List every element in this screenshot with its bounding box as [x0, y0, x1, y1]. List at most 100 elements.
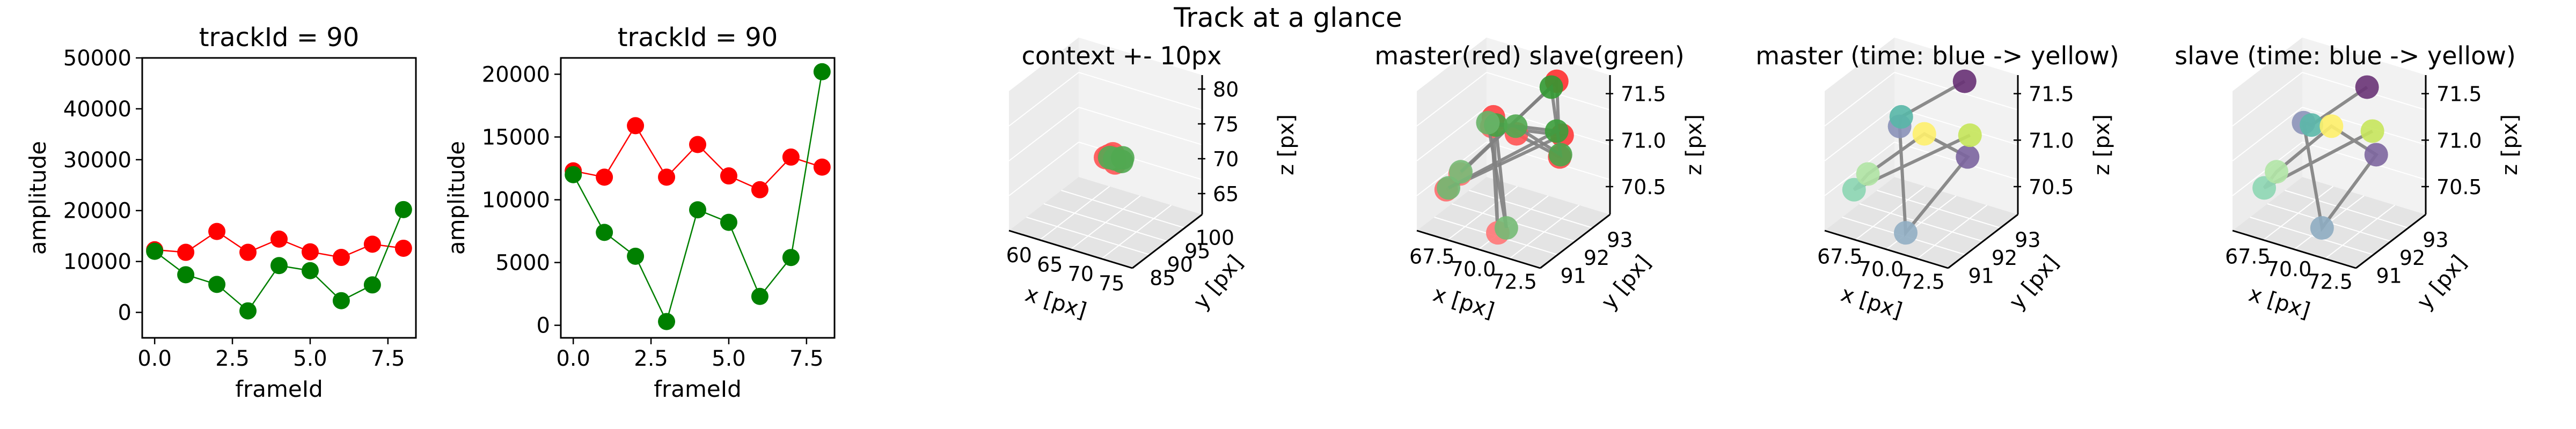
data-point	[782, 148, 800, 166]
line-chart-2: trackId = 90 0.0 2.5 5.0 7.5 0 5000 10000 15000 2…	[443, 23, 836, 402]
z-axis-label: z [px]	[1682, 114, 1707, 175]
grid-line	[1469, 190, 1593, 228]
chart-title: trackId = 90	[618, 23, 778, 53]
data-point	[1889, 105, 1913, 129]
chart-title: master (time: blue -> yellow)	[1755, 41, 2119, 70]
x-axis-label: frameId	[654, 376, 742, 402]
chart-title: master(red) slave(green)	[1374, 41, 1684, 70]
data-point	[1449, 160, 1473, 184]
data-point	[301, 243, 319, 261]
y-axis	[2355, 213, 2426, 269]
z-axis-label: z [px]	[2498, 114, 2522, 175]
x-axis	[2232, 230, 2357, 269]
data-point	[1494, 216, 1518, 240]
grid-line	[1894, 142, 2018, 180]
y-tick-label: 40000	[63, 97, 131, 122]
z-tick-label: 71.0	[2436, 129, 2482, 152]
plot-frame	[560, 57, 836, 339]
x-axis	[1008, 230, 1133, 269]
data-point	[813, 63, 831, 80]
grid-line	[1877, 190, 2001, 228]
data-point	[2355, 75, 2379, 99]
grid-line	[1008, 72, 1079, 127]
line-chart-1: trackId = 90 0.0 2.5 5.0 7.5 0 10000 20000 30000…	[25, 23, 417, 402]
data-point	[565, 166, 582, 183]
z-tick-label: 71.5	[2436, 83, 2482, 106]
x-tick-label: 72.5	[2307, 270, 2353, 293]
series-1	[1842, 69, 1982, 245]
y-tick-label: 20000	[482, 62, 550, 87]
grid-line	[1101, 204, 1172, 260]
data-point	[363, 276, 381, 294]
z-tick-label: 71.5	[1621, 83, 1666, 106]
data-point	[270, 230, 288, 248]
data-point	[1110, 146, 1135, 170]
y-tick-label: 93	[1607, 228, 1633, 252]
series-2	[1097, 145, 1135, 174]
data-point	[1842, 177, 1866, 202]
z-axis-label: z [px]	[2090, 114, 2114, 175]
grid-line	[1008, 107, 1079, 161]
grid-line	[1078, 72, 1203, 110]
grid-line	[1043, 203, 1168, 242]
data-point	[177, 243, 195, 261]
data-point	[332, 292, 350, 309]
data-point	[720, 213, 737, 231]
data-point	[394, 239, 412, 257]
grid-line	[2302, 142, 2426, 180]
grid-line	[1416, 107, 1487, 161]
data-point	[208, 276, 226, 293]
data-point	[751, 181, 769, 198]
y-tick-label: 91	[2376, 264, 2402, 287]
y-axis-label: amplitude	[443, 141, 470, 255]
data-point	[146, 242, 164, 260]
data-point	[2360, 119, 2384, 143]
z-tick-label: 75	[1213, 113, 1239, 136]
z-tick-label: 70.5	[2436, 175, 2482, 199]
y-tick-label: 95	[1184, 240, 1210, 263]
x-tick-label: 2.5	[215, 346, 250, 371]
z-tick-label: 70.5	[1621, 175, 1666, 199]
z-axis-label: z [px]	[1274, 114, 1299, 175]
chart-title: trackId = 90	[199, 23, 360, 53]
data-point	[301, 262, 319, 279]
y-axis-label: amplitude	[25, 141, 51, 255]
data-point	[1958, 123, 1982, 147]
data-point	[596, 168, 613, 186]
grid-line	[2232, 107, 2303, 161]
y-tick-label: 93	[2015, 228, 2040, 252]
series-1	[2252, 75, 2388, 240]
x-tick-label: 0.0	[137, 346, 172, 371]
grid-line	[1008, 142, 1079, 196]
z-tick-label: 70.5	[2029, 175, 2074, 199]
data-point	[239, 302, 257, 320]
y-tick-label: 90	[1167, 253, 1193, 277]
data-point	[689, 201, 706, 219]
series-2	[565, 63, 831, 330]
x-tick-label: 72.5	[1491, 270, 1537, 293]
grid-line	[1416, 72, 1487, 127]
y-axis	[1540, 213, 1611, 269]
grid-line	[1894, 72, 2018, 110]
data-point	[239, 243, 257, 261]
y-tick-label: 92	[2399, 246, 2425, 270]
x-tick-label: 67.5	[2225, 245, 2271, 269]
x-tick-label: 70.0	[1858, 257, 1904, 281]
data-point	[813, 158, 831, 176]
x-tick-label: 7.5	[789, 346, 824, 371]
z-tick-label: 80	[1213, 78, 1239, 101]
y-axis	[1132, 213, 1203, 269]
data-point	[1952, 69, 1977, 93]
data-point	[1856, 162, 1880, 186]
data-point	[1504, 114, 1528, 138]
x-tick-label: 75	[1099, 271, 1124, 295]
x-tick-label: 67.5	[1817, 245, 1863, 269]
data-point	[658, 313, 676, 330]
z-tick-label: 65	[1213, 182, 1239, 206]
grid-line	[1061, 190, 1185, 228]
data-point	[627, 247, 645, 265]
grid-line	[2232, 72, 2303, 127]
y-axis	[1948, 213, 2018, 269]
